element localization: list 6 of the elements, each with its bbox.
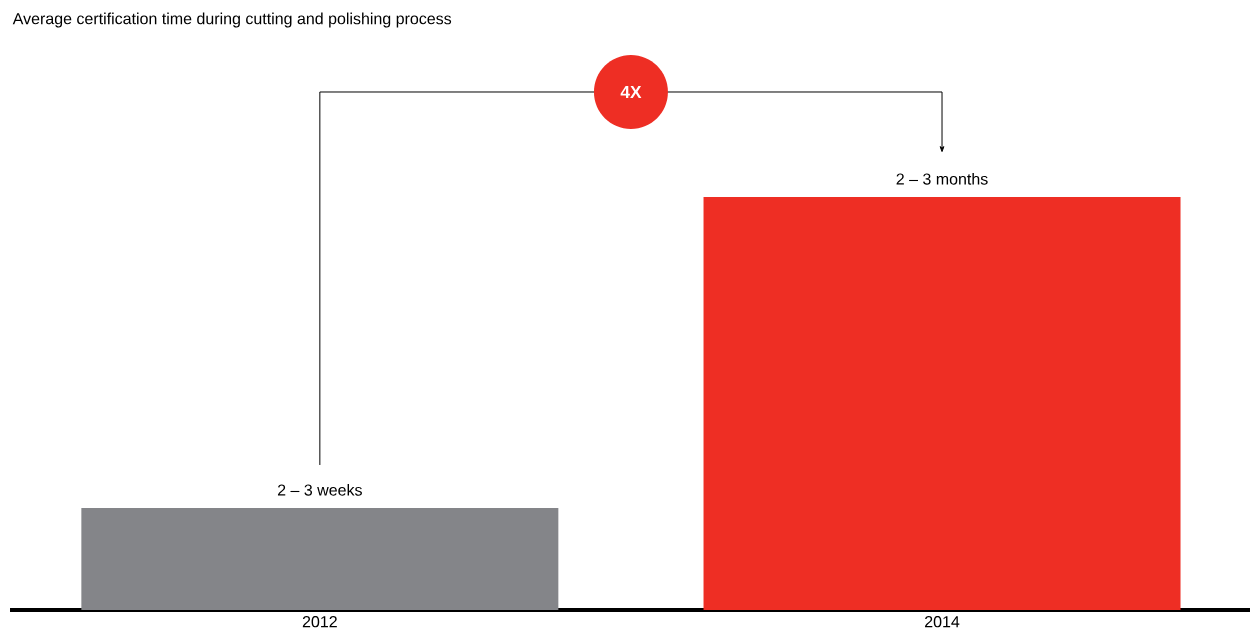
chart-title: Average certification time during cutting and polishing process [12, 12, 452, 28]
x-tick-label: 2012 [302, 616, 337, 628]
text: 4X [620, 86, 642, 98]
x-tick-label: 2014 [925, 616, 960, 628]
annotation: 2 – 3 months [896, 172, 988, 185]
annotation: 2 – 3 weeks [277, 483, 362, 496]
